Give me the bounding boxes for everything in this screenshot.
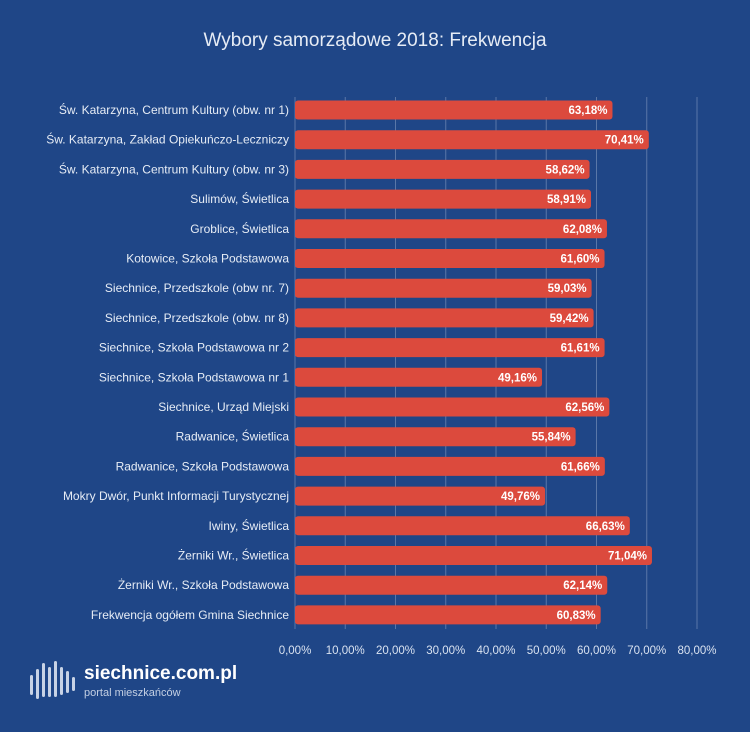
data-label: 61,60%: [561, 254, 600, 266]
logo-text: siechnice.com.pl: [84, 663, 238, 684]
site-logo: siechnice.com.pl portal mieszkańców: [28, 655, 248, 705]
bar: [295, 278, 592, 298]
data-label: 60,83%: [557, 610, 596, 622]
x-tick-label: 60,00%: [577, 645, 616, 657]
y-category-label: Iwiny, Świetlica: [209, 518, 290, 533]
bar: [295, 100, 613, 120]
data-label: 49,16%: [498, 372, 537, 384]
logo-tagline: portal mieszkańców: [84, 687, 181, 699]
y-category-label: Siechnice, Szkoła Podstawowa nr 1: [99, 370, 289, 384]
bar: [295, 249, 605, 268]
data-label: 63,18%: [568, 105, 607, 117]
data-label: 55,84%: [532, 432, 571, 444]
data-label: 66,63%: [586, 521, 625, 533]
bar: [295, 338, 605, 358]
y-category-label: Radwanice, Świetlica: [176, 429, 290, 444]
bar: [295, 486, 546, 506]
bar: [295, 189, 592, 209]
chart-title: Wybory samorządowe 2018: Frekwencja: [203, 30, 547, 51]
bar: [295, 397, 610, 417]
bar: [295, 367, 543, 387]
x-tick-label: 80,00%: [677, 645, 716, 657]
bar: [295, 546, 652, 565]
data-label: 62,14%: [563, 580, 602, 592]
bar: [295, 159, 590, 179]
data-label: 62,08%: [563, 224, 602, 236]
bar: [295, 427, 576, 447]
x-tick-label: 30,00%: [426, 645, 465, 657]
y-category-label: Frekwencja ogółem Gmina Siechnice: [91, 608, 289, 622]
y-category-label: Św. Katarzyna, Zakład Opiekuńczo-Lecznic…: [46, 132, 289, 147]
y-category-label: Siechnice, Urząd Miejski: [158, 400, 289, 414]
bar: [295, 516, 630, 536]
bar: [295, 308, 594, 328]
data-label: 71,04%: [608, 551, 647, 563]
data-label: 59,03%: [548, 283, 587, 295]
y-category-label: Groblice, Świetlica: [190, 221, 289, 236]
x-tick-label: 40,00%: [476, 645, 515, 657]
bar: [295, 575, 608, 595]
data-label: 58,62%: [546, 164, 585, 176]
y-category-label: Św. Katarzyna, Centrum Kultury (obw. nr …: [59, 102, 289, 117]
y-category-label: Siechnice, Przedszkole (obw. nr 8): [105, 311, 289, 325]
y-category-label: Radwanice, Szkoła Podstawowa: [116, 459, 290, 473]
data-label: 49,76%: [501, 491, 540, 503]
x-tick-label: 10,00%: [326, 645, 365, 657]
data-label: 62,56%: [565, 402, 604, 414]
y-category-label: Siechnice, Szkoła Podstawowa nr 2: [99, 341, 289, 355]
bar: [295, 130, 649, 150]
data-label: 61,61%: [561, 343, 600, 355]
data-label: 70,41%: [605, 135, 644, 147]
x-tick-label: 0,00%: [279, 645, 312, 657]
bar: [295, 456, 605, 476]
data-label: 61,66%: [561, 461, 600, 473]
y-category-label: Żerniki Wr., Świetlica: [178, 548, 289, 563]
data-label: 58,91%: [547, 194, 586, 206]
y-category-label: Mokry Dwór, Punkt Informacji Turystyczne…: [63, 489, 289, 503]
data-label: 59,42%: [550, 313, 589, 325]
x-tick-label: 50,00%: [527, 645, 566, 657]
y-category-label: Św. Katarzyna, Centrum Kultury (obw. nr …: [59, 161, 289, 176]
x-tick-label: 20,00%: [376, 645, 415, 657]
x-tick-label: 70,00%: [627, 645, 666, 657]
bar: [295, 219, 607, 239]
y-category-label: Żerniki Wr., Szkoła Podstawowa: [118, 578, 290, 592]
sound-bars-icon: [30, 661, 75, 699]
y-category-label: Kotowice, Szkoła Podstawowa: [126, 252, 289, 266]
y-category-label: Siechnice, Przedszkole (obw nr. 7): [105, 281, 289, 295]
y-category-label: Sulimów, Świetlica: [190, 191, 289, 206]
bar: [295, 605, 601, 625]
